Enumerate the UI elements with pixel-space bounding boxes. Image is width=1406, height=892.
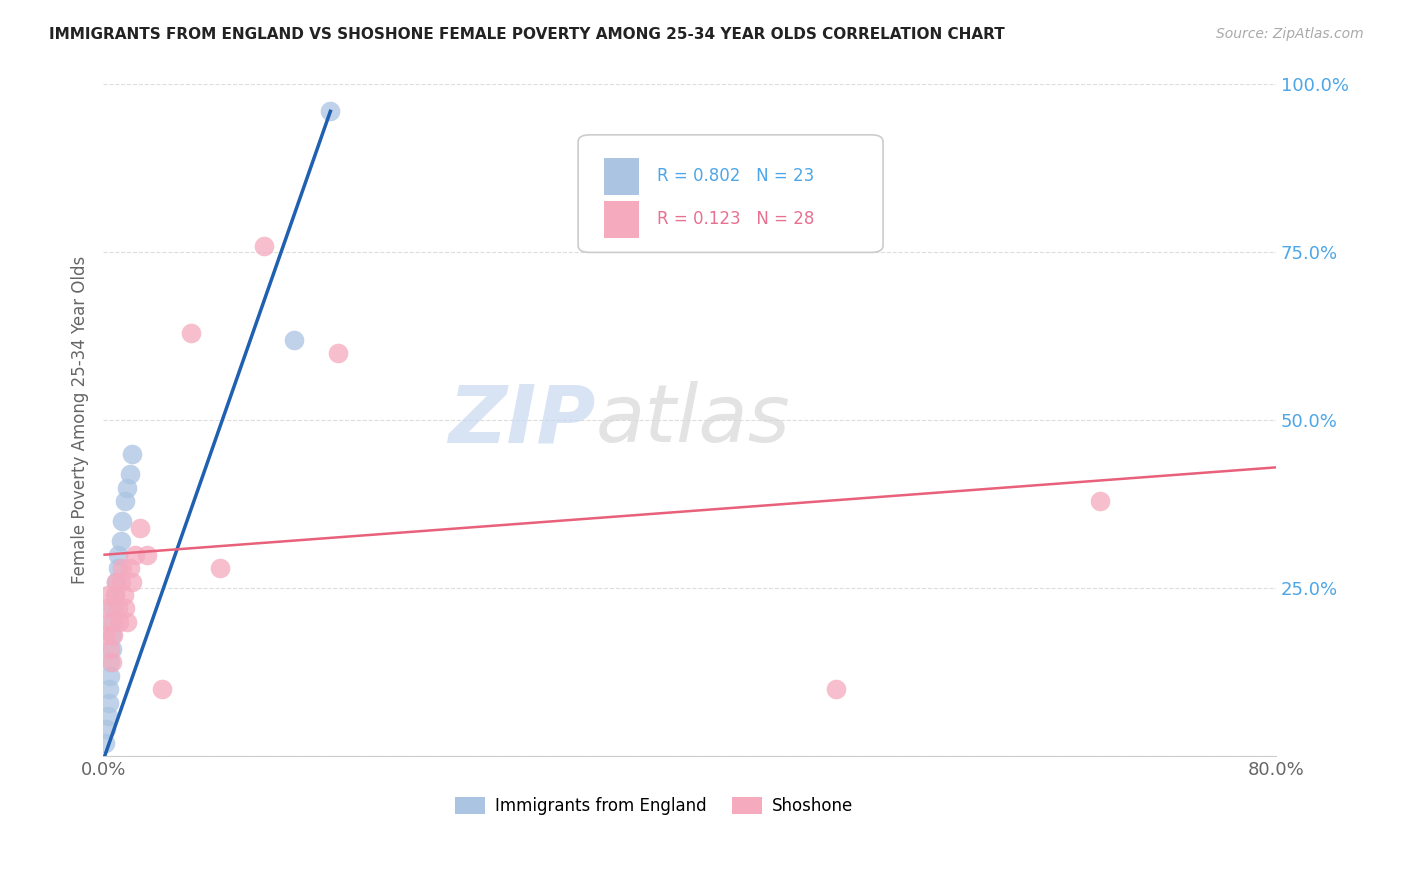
Point xyxy=(94,601,117,615)
Point xyxy=(104,588,127,602)
Point xyxy=(111,561,134,575)
Point xyxy=(105,574,128,589)
Point xyxy=(319,104,342,119)
Point xyxy=(100,668,122,682)
Text: ZIP: ZIP xyxy=(449,382,596,459)
Point xyxy=(115,615,138,629)
Text: IMMIGRANTS FROM ENGLAND VS SHOSHONE FEMALE POVERTY AMONG 25-34 YEAR OLDS CORRELA: IMMIGRANTS FROM ENGLAND VS SHOSHONE FEMA… xyxy=(49,27,1005,42)
Text: atlas: atlas xyxy=(596,382,790,459)
Point xyxy=(105,574,128,589)
Point xyxy=(98,682,121,697)
Point xyxy=(121,574,143,589)
Point xyxy=(98,615,121,629)
Point xyxy=(93,628,115,642)
Text: R = 0.802   N = 23: R = 0.802 N = 23 xyxy=(657,168,814,186)
Point xyxy=(118,561,141,575)
Point xyxy=(107,561,129,575)
Point xyxy=(103,601,125,615)
Point xyxy=(825,682,848,697)
FancyBboxPatch shape xyxy=(605,201,640,237)
Point xyxy=(94,723,117,737)
Point xyxy=(100,655,122,669)
Point xyxy=(104,588,127,602)
Point xyxy=(180,326,202,340)
FancyBboxPatch shape xyxy=(605,159,640,195)
Point xyxy=(107,548,129,562)
Y-axis label: Female Poverty Among 25-34 Year Olds: Female Poverty Among 25-34 Year Olds xyxy=(72,256,89,584)
Text: Source: ZipAtlas.com: Source: ZipAtlas.com xyxy=(1216,27,1364,41)
Point xyxy=(101,628,124,642)
Point xyxy=(121,447,143,461)
Point xyxy=(98,696,121,710)
Point xyxy=(111,514,134,528)
Legend: Immigrants from England, Shoshone: Immigrants from England, Shoshone xyxy=(449,790,860,822)
Point xyxy=(1088,494,1111,508)
Point xyxy=(118,467,141,481)
Point xyxy=(110,574,132,589)
Point xyxy=(96,709,118,723)
Point xyxy=(253,238,276,252)
Point xyxy=(107,601,129,615)
Point xyxy=(283,333,305,347)
Point xyxy=(101,641,124,656)
Text: R = 0.123   N = 28: R = 0.123 N = 28 xyxy=(657,210,814,227)
Point xyxy=(101,655,124,669)
Point xyxy=(96,588,118,602)
Point xyxy=(326,346,349,360)
Point xyxy=(115,481,138,495)
Point xyxy=(108,615,131,629)
Point xyxy=(103,615,125,629)
Point xyxy=(209,561,232,575)
Point xyxy=(93,736,115,750)
Point xyxy=(114,494,136,508)
Point xyxy=(103,628,125,642)
Point xyxy=(100,641,122,656)
Point xyxy=(110,534,132,549)
Point xyxy=(128,521,150,535)
Point xyxy=(136,548,159,562)
Point xyxy=(112,588,135,602)
Point xyxy=(150,682,173,697)
FancyBboxPatch shape xyxy=(578,135,883,252)
Point xyxy=(114,601,136,615)
Point xyxy=(124,548,146,562)
